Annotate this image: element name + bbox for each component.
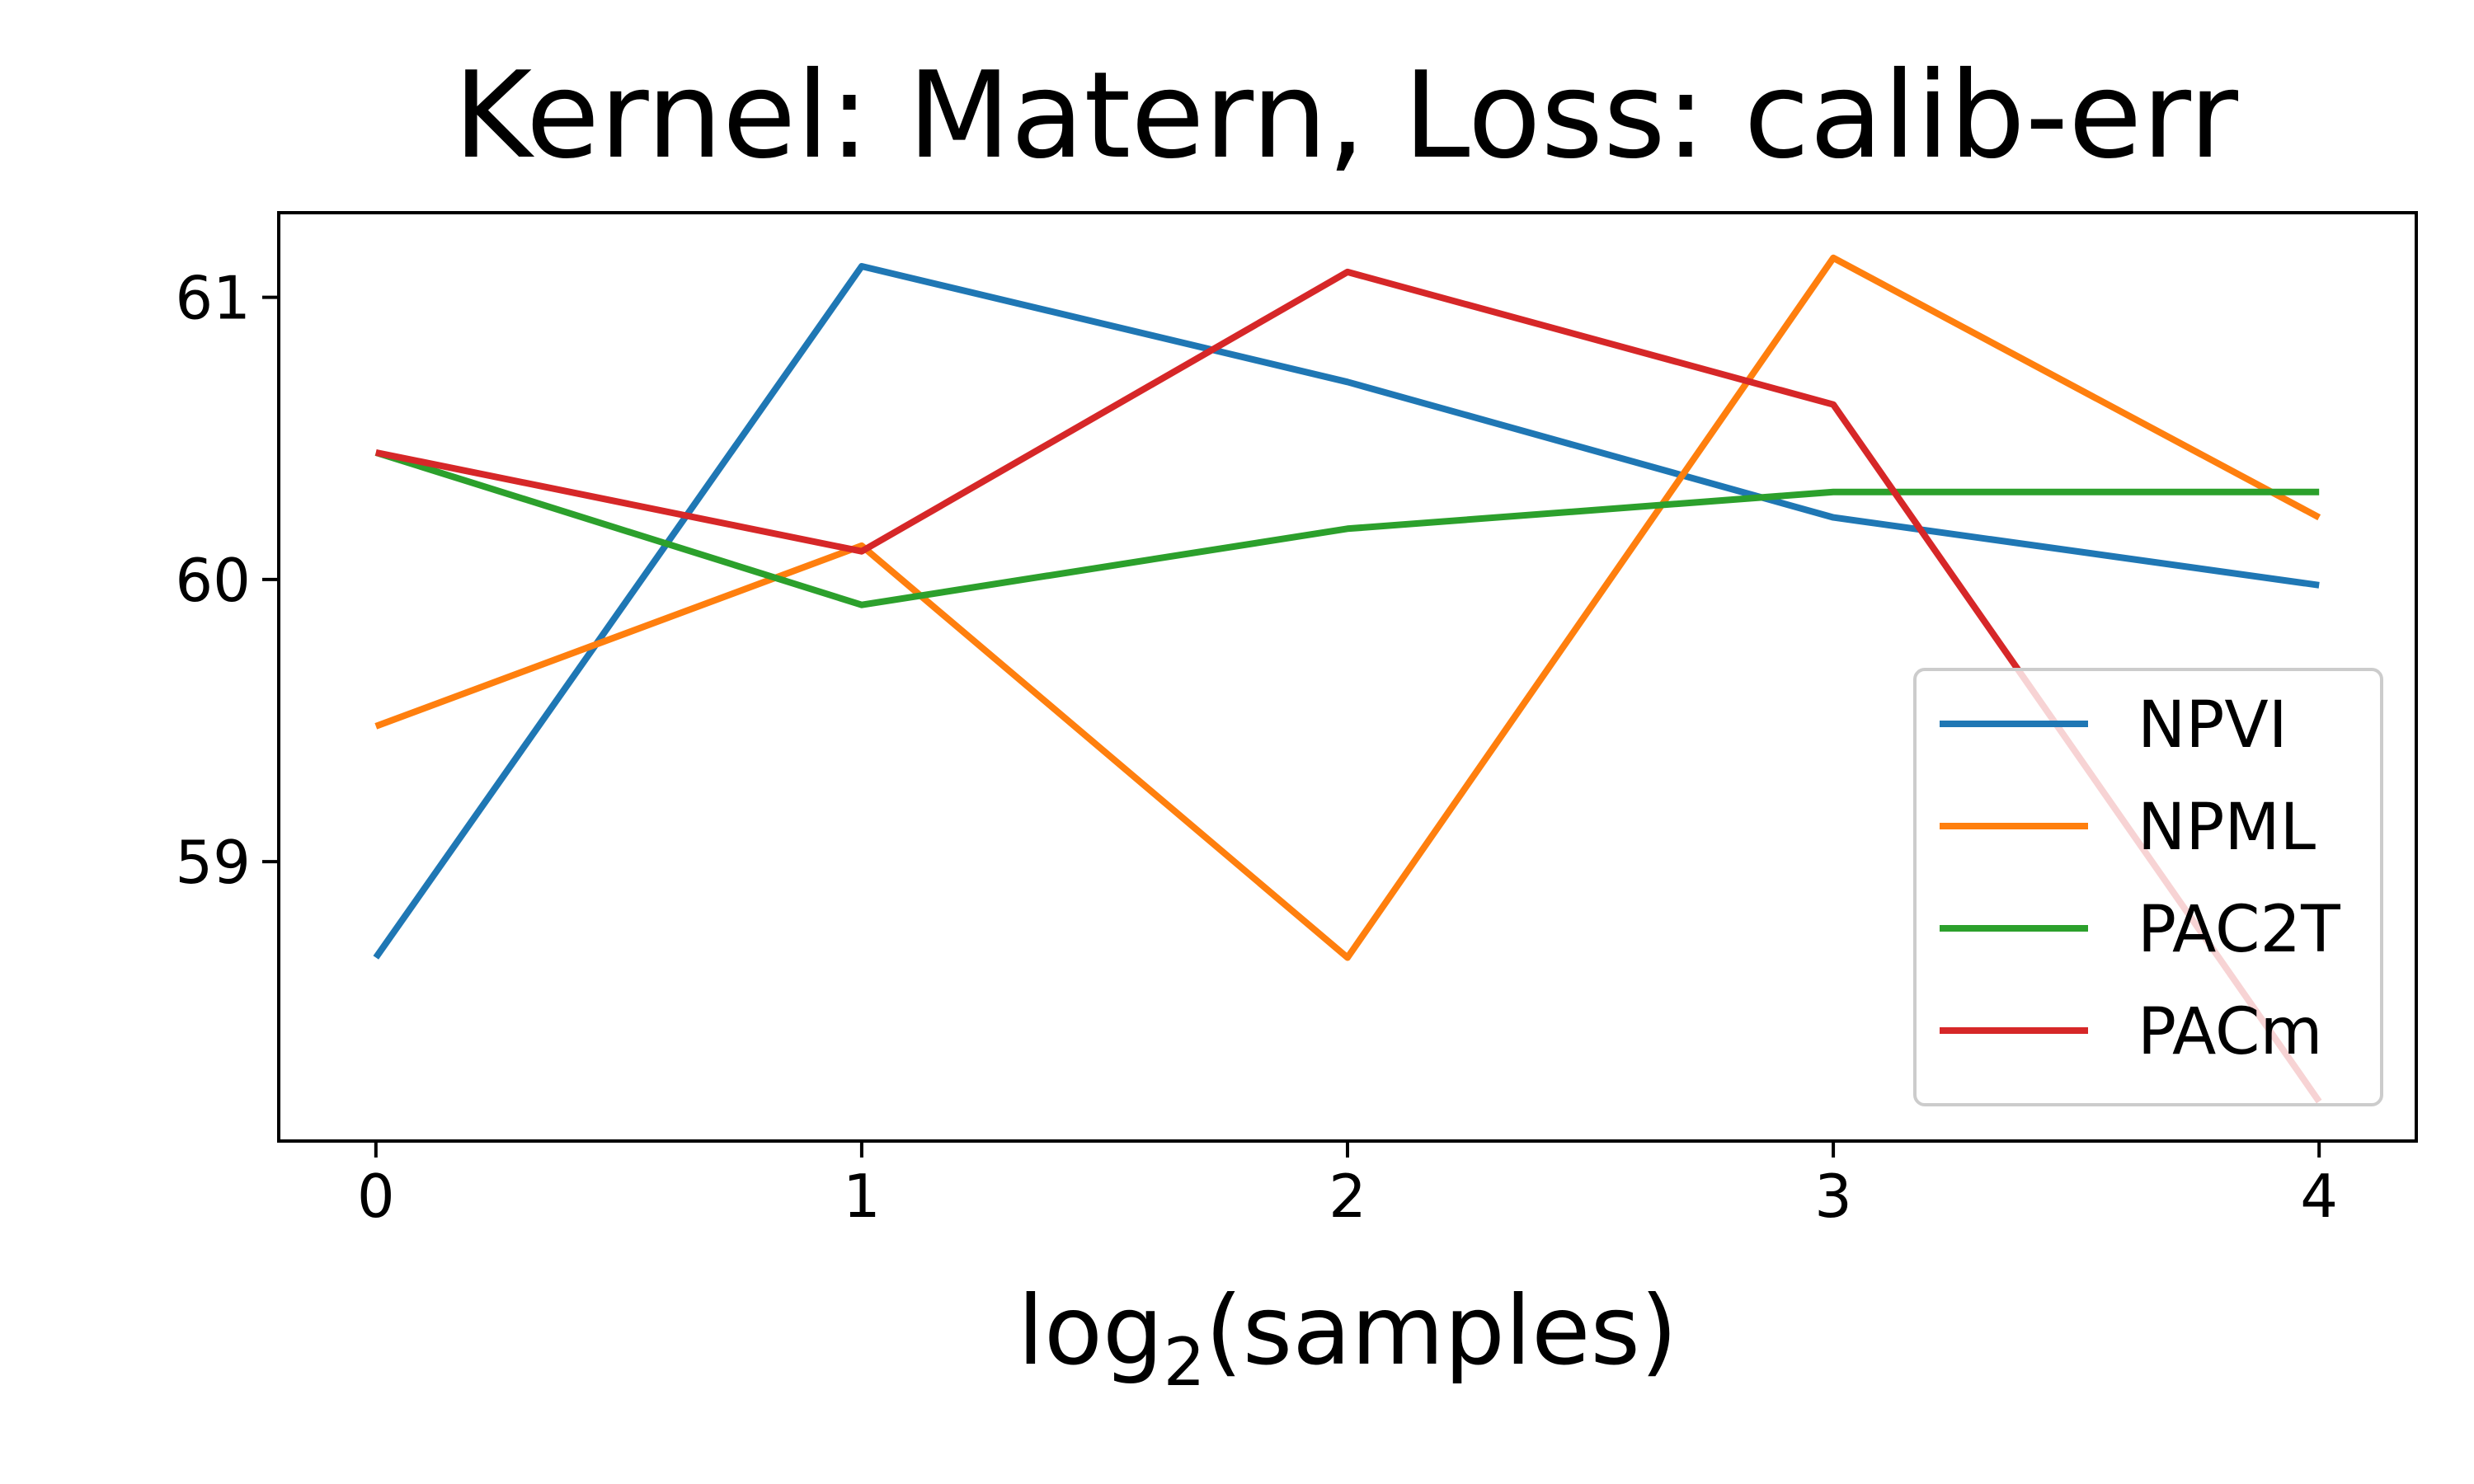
- series-line-pacm: [375, 268, 2322, 1104]
- y-tick-label: 61: [175, 264, 251, 333]
- legend-label-npml: NPML: [2138, 791, 2316, 865]
- x-tick-label: 2: [1329, 1162, 1366, 1231]
- legend-label-pacm: PACm: [2138, 995, 2322, 1069]
- chart-title: Kernel: Matern, Loss: calib-err: [454, 46, 2238, 186]
- legend-label-pac2t: PAC2T: [2138, 893, 2340, 967]
- legend: NPVI NPML PAC2T PACm: [1913, 668, 2383, 1106]
- x-tick-label: 0: [357, 1162, 395, 1231]
- y-axis: 59 60 61: [175, 264, 279, 897]
- x-axis: 0 1 2 3 4: [357, 1141, 2338, 1231]
- y-tick-label: 60: [175, 546, 251, 615]
- x-axis-label-main: log: [1018, 1275, 1164, 1387]
- legend-box: [1913, 668, 2383, 1106]
- series-line-npml: [374, 254, 2321, 961]
- x-axis-label: log2(samples): [1018, 1275, 1677, 1401]
- series-line-pac2t: [374, 449, 2320, 608]
- x-tick-label: 1: [843, 1162, 881, 1231]
- series-line-npvi: [373, 263, 2320, 960]
- x-tick-label: 3: [1814, 1162, 1852, 1231]
- x-axis-label-rest: (samples): [1206, 1275, 1678, 1387]
- y-tick-label: 59: [175, 828, 251, 897]
- x-tick-label: 4: [2300, 1162, 2338, 1231]
- series-layer: [373, 254, 2322, 1104]
- legend-label-npvi: NPVI: [2138, 688, 2288, 763]
- x-axis-label-subscript: 2: [1164, 1324, 1206, 1401]
